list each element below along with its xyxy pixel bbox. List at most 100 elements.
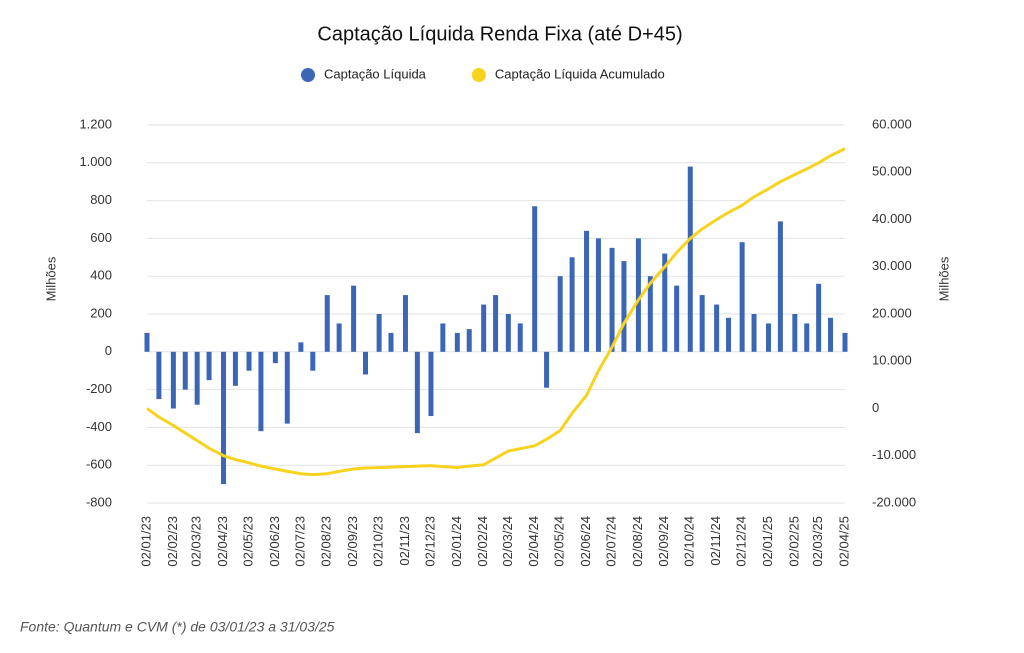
legend-label: Captação Líquida	[324, 66, 427, 81]
x-tick-label: 02/09/23	[345, 516, 360, 567]
y-tick-label: -400	[86, 419, 112, 434]
x-tick-label: 02/12/23	[422, 516, 437, 567]
y-tick-label: 1.200	[79, 116, 112, 131]
bar	[687, 166, 693, 352]
bar	[194, 351, 200, 405]
bar	[310, 351, 316, 371]
x-tick-label: 02/02/23	[165, 516, 180, 567]
bar	[440, 323, 446, 352]
bar	[428, 351, 434, 417]
bar	[272, 351, 278, 364]
y2-tick-label: 30.000	[872, 258, 912, 273]
x-tick-label: 02/10/23	[371, 516, 386, 567]
y-tick-label: 800	[90, 192, 112, 207]
bar	[842, 332, 848, 352]
x-tick-label: 02/02/25	[786, 516, 801, 567]
bar	[804, 323, 810, 352]
x-tick-label: 02/04/23	[215, 516, 230, 567]
y-tick-label: 200	[90, 305, 112, 320]
bar	[232, 351, 238, 386]
y2-tick-label: -10.000	[872, 447, 916, 462]
x-tick-label: 02/10/24	[682, 516, 697, 567]
y-axis-label: Milhões	[43, 256, 58, 301]
y2-tick-label: 0	[872, 400, 879, 415]
bar	[144, 332, 150, 352]
bar	[751, 314, 757, 352]
x-tick-label: 02/07/23	[292, 516, 307, 567]
bar	[621, 261, 627, 352]
bar	[569, 257, 575, 352]
bar	[517, 323, 523, 352]
bar	[828, 317, 834, 352]
chart-title: Captação Líquida Renda Fixa (até D+45)	[317, 23, 682, 45]
bar	[414, 351, 420, 434]
bar	[402, 295, 408, 352]
x-tick-label: 02/01/25	[760, 516, 775, 567]
x-tick-label: 02/06/23	[267, 516, 282, 567]
bar	[258, 351, 264, 432]
line	[146, 147, 846, 477]
bar	[544, 351, 550, 388]
y-tick-label: -600	[86, 457, 112, 472]
x-tick-label: 02/08/24	[630, 516, 645, 567]
legend-label: Captação Líquida Acumulado	[495, 66, 665, 81]
bar	[777, 221, 783, 352]
y2-tick-label: 40.000	[872, 211, 912, 226]
x-tick-label: 02/04/24	[526, 516, 541, 567]
x-tick-label: 02/12/24	[734, 516, 749, 567]
x-tick-label: 02/03/24	[500, 516, 515, 567]
bar	[792, 314, 798, 352]
bar	[156, 351, 162, 400]
bar	[182, 351, 188, 390]
bar	[609, 247, 615, 352]
bar	[481, 304, 487, 352]
bar	[674, 285, 680, 352]
bar	[662, 253, 668, 352]
x-tick-label: 02/02/24	[475, 516, 490, 567]
y-tick-label: 400	[90, 268, 112, 283]
bar	[351, 285, 357, 352]
bar	[739, 242, 745, 352]
bar	[298, 342, 304, 352]
y-tick-label: 0	[105, 343, 112, 358]
bar	[221, 351, 227, 485]
bar	[454, 332, 460, 352]
bar	[532, 206, 538, 352]
y2-tick-label: 20.000	[872, 305, 912, 320]
x-tick-label: 02/05/23	[240, 516, 255, 567]
bar	[466, 329, 472, 352]
x-tick-label: 02/11/23	[397, 516, 412, 566]
bar	[324, 295, 330, 352]
bar	[765, 323, 771, 352]
bar	[816, 283, 822, 352]
y2-tick-label: 60.000	[872, 116, 912, 131]
bar	[635, 238, 641, 352]
y-tick-label: -800	[86, 494, 112, 509]
y-tick-label: 600	[90, 230, 112, 245]
bar	[246, 351, 252, 371]
bar	[584, 230, 590, 352]
legend-marker	[471, 68, 486, 82]
y2-tick-label: -20.000	[872, 494, 916, 509]
bar	[376, 314, 382, 352]
legend-marker	[301, 68, 315, 82]
bar	[170, 351, 176, 409]
bar	[557, 276, 563, 352]
bar	[714, 304, 720, 352]
bar	[595, 238, 601, 352]
bar	[505, 314, 511, 352]
x-tick-label: 02/07/24	[603, 516, 618, 567]
source-note: Fonte: Quantum e CVM (*) de 03/01/23 a 3…	[20, 619, 335, 635]
x-tick-label: 02/08/23	[319, 516, 334, 567]
bar	[388, 332, 394, 352]
bar	[362, 351, 368, 375]
x-tick-label: 02/06/24	[578, 516, 593, 567]
bar	[284, 351, 290, 424]
bar	[493, 295, 499, 352]
y2-tick-label: 10.000	[872, 353, 912, 368]
bar	[726, 317, 732, 352]
y-tick-label: -200	[86, 381, 112, 396]
bar	[336, 323, 342, 352]
